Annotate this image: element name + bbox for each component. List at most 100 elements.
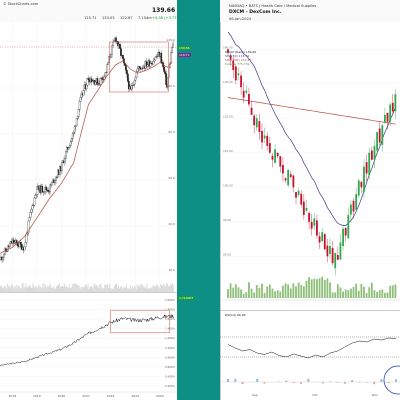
weekly-y-tick: 20.0 — [168, 222, 175, 226]
daily-volume-bar — [365, 292, 368, 298]
weekly-volume-bar — [24, 286, 26, 292]
weekly-volume-bar — [3, 286, 5, 292]
daily-volume-bar — [289, 288, 292, 298]
daily-volume-bar — [391, 285, 394, 298]
weekly-candle — [49, 184, 52, 192]
weekly-volume-bar — [77, 285, 79, 292]
ratio-y-tick: 1.600% — [165, 317, 175, 321]
weekly-volume-bar — [162, 286, 164, 292]
daily-volume-bar — [266, 286, 269, 298]
daily-volume-bar — [344, 289, 347, 298]
weekly-volume-bar — [149, 287, 151, 292]
weekly-volume-bar — [28, 285, 30, 292]
daily-y-tick: 90.00 — [223, 218, 231, 222]
daily-candle — [284, 178, 287, 181]
weekly-volume-bar — [63, 283, 65, 292]
daily-candle — [313, 218, 316, 226]
weekly-volume-bar — [170, 284, 172, 292]
ratio-bg — [0, 292, 177, 400]
daily-candle — [352, 200, 355, 212]
weekly-volume-bar — [94, 286, 96, 292]
weekly-volume-bar — [137, 286, 139, 292]
daily-y-tick: 80.00 — [223, 252, 231, 256]
weekly-candle — [41, 185, 44, 192]
daily-candle — [232, 60, 235, 70]
weekly-candle — [126, 73, 129, 82]
weekly-candle — [155, 56, 158, 58]
weekly-volume-bar — [79, 288, 81, 292]
daily-sma200-line — [227, 97, 396, 125]
weekly-volume-bar — [154, 286, 156, 292]
daily-x-tick: Oct — [312, 393, 318, 397]
daily-volume-bar — [248, 282, 250, 298]
weekly-volume-bar — [78, 285, 80, 292]
daily-candle — [279, 156, 282, 167]
weekly-candle — [106, 64, 109, 73]
daily-candle-chart: 140.00 130.00 120.00 110.00 100.00 90.00 80.00 — [220, 22, 400, 310]
weekly-candle — [172, 43, 174, 48]
weekly-volume-bar — [120, 286, 122, 292]
weekly-volume-bar — [108, 287, 110, 292]
macd-histogram-bar — [358, 382, 361, 383]
weekly-volume-bar — [83, 286, 85, 292]
weekly-volume-bar — [13, 286, 15, 292]
weekly-candle — [122, 54, 124, 59]
daily-y-tick: 120.00 — [223, 114, 233, 118]
weekly-candle — [30, 209, 33, 213]
daily-volume-bar — [384, 292, 386, 298]
daily-volume-bar — [250, 288, 253, 298]
daily-volume-bar — [381, 289, 384, 298]
weekly-candle — [90, 78, 93, 83]
daily-volume-bar — [323, 279, 326, 298]
daily-candle — [334, 252, 337, 269]
weekly-volume-bar — [161, 285, 163, 292]
macd-histogram-bar — [300, 382, 303, 384]
price-tag-main: 139.66 — [178, 46, 191, 50]
weekly-candle — [28, 217, 31, 222]
weekly-y-tick: 50.0 — [168, 176, 175, 180]
weekly-candle — [79, 97, 82, 102]
daily-candle — [253, 115, 256, 126]
daily-volume-bar — [274, 291, 276, 298]
daily-candle — [242, 90, 245, 98]
daily-candle — [391, 102, 394, 112]
macd-histogram-bar — [263, 382, 266, 384]
daily-volume-bar — [355, 283, 358, 298]
weekly-volume-bar — [112, 288, 114, 292]
daily-volume-bar — [297, 282, 300, 298]
daily-volume-bar — [347, 290, 350, 298]
daily-volume-bar — [261, 283, 263, 298]
panel-divider[interactable] — [177, 0, 220, 400]
weekly-volume-bar — [166, 283, 168, 292]
weekly-volume-bar — [85, 284, 87, 292]
weekly-volume-bar — [88, 288, 90, 292]
daily-candle — [318, 236, 321, 243]
macd-histogram-bar — [227, 379, 229, 382]
weekly-volume-bar — [35, 285, 37, 292]
daily-volume-bar — [240, 289, 242, 298]
daily-candle — [263, 135, 266, 139]
weekly-candle — [138, 66, 141, 68]
weekly-volume-bar — [93, 283, 95, 292]
daily-volume-bar — [292, 283, 295, 298]
weekly-volume-bar — [5, 288, 7, 292]
ohlc-open: 125.71 — [84, 16, 97, 20]
weekly-volume-bar — [152, 285, 154, 292]
daily-candle — [271, 155, 274, 160]
daily-volume-bar — [352, 286, 355, 298]
weekly-volume-bar — [40, 286, 42, 292]
weekly-candle — [67, 147, 70, 150]
daily-candle — [316, 220, 318, 236]
daily-volume-bar — [295, 286, 297, 298]
daily-volume-bar — [276, 290, 279, 298]
weekly-candle — [153, 59, 156, 62]
weekly-candle — [45, 186, 48, 191]
weekly-candle — [127, 81, 130, 90]
macd-histogram-bar — [351, 380, 354, 382]
daily-candle — [308, 213, 310, 222]
weekly-volume-bar — [44, 283, 46, 292]
weekly-volume-bar — [104, 284, 106, 292]
ohlc-high: 133.03 — [102, 16, 115, 20]
weekly-volume-bar — [46, 287, 48, 292]
weekly-candle — [3, 254, 5, 258]
